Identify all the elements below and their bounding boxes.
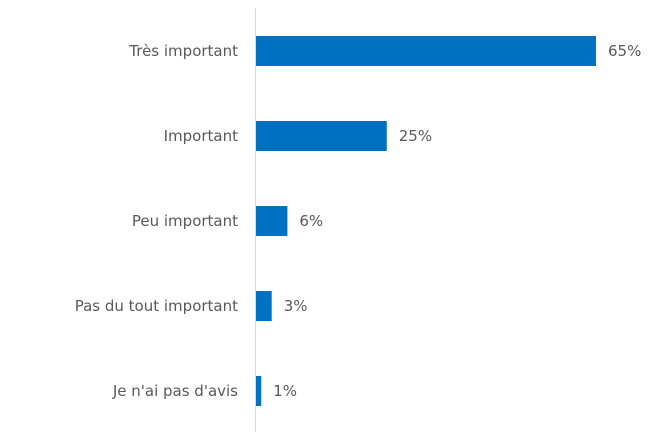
value-label-3: 3% xyxy=(284,297,308,315)
bar-0 xyxy=(256,36,596,66)
value-label-0: 65% xyxy=(608,42,641,60)
bar-2 xyxy=(256,206,288,236)
category-label-0: Très important xyxy=(128,42,238,60)
bars-group xyxy=(256,36,596,406)
value-label-2: 6% xyxy=(299,212,323,230)
category-label-1: Important xyxy=(164,127,238,145)
category-label-4: Je n'ai pas d'avis xyxy=(112,382,238,400)
bar-1 xyxy=(256,121,387,151)
bar-4 xyxy=(256,376,262,406)
value-labels: 65% 25% 6% 3% 1% xyxy=(273,42,641,400)
value-label-1: 25% xyxy=(399,127,432,145)
category-labels: Très important Important Peu important Pas … xyxy=(75,42,238,400)
bar-3 xyxy=(256,291,272,321)
value-label-4: 1% xyxy=(273,382,297,400)
category-label-3: Pas du tout important xyxy=(75,297,238,315)
category-label-2: Peu important xyxy=(132,212,238,230)
